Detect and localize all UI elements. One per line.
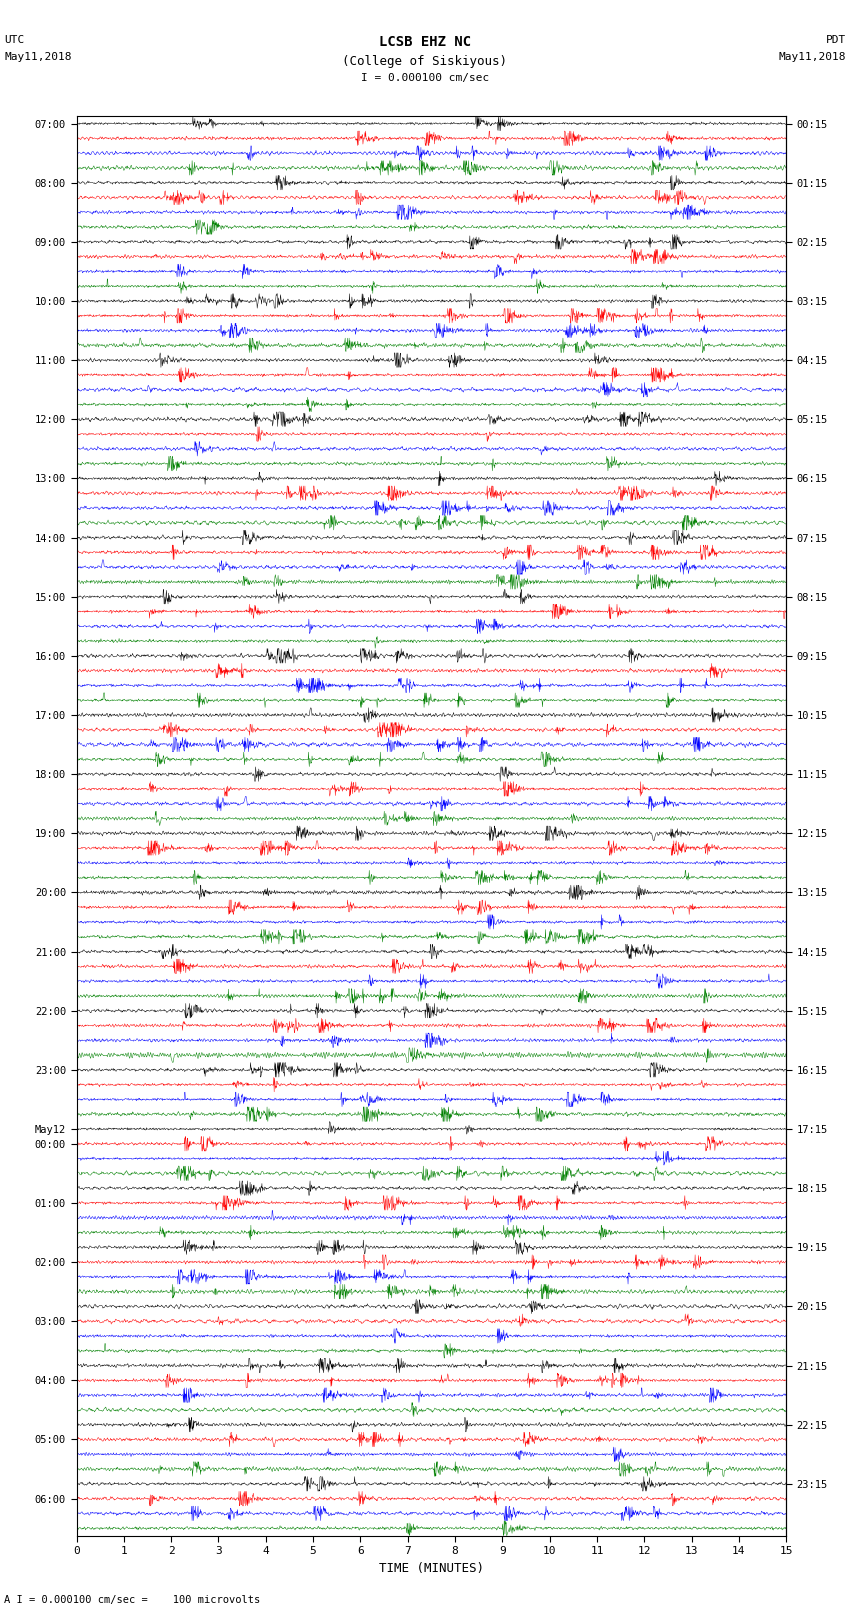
Text: May11,2018: May11,2018 — [779, 52, 846, 61]
Text: May11,2018: May11,2018 — [4, 52, 71, 61]
Text: (College of Siskiyous): (College of Siskiyous) — [343, 55, 507, 68]
X-axis label: TIME (MINUTES): TIME (MINUTES) — [379, 1561, 484, 1574]
Text: A I = 0.000100 cm/sec =    100 microvolts: A I = 0.000100 cm/sec = 100 microvolts — [4, 1595, 260, 1605]
Text: UTC: UTC — [4, 35, 25, 45]
Text: I = 0.000100 cm/sec: I = 0.000100 cm/sec — [361, 73, 489, 82]
Text: LCSB EHZ NC: LCSB EHZ NC — [379, 35, 471, 50]
Text: PDT: PDT — [825, 35, 846, 45]
